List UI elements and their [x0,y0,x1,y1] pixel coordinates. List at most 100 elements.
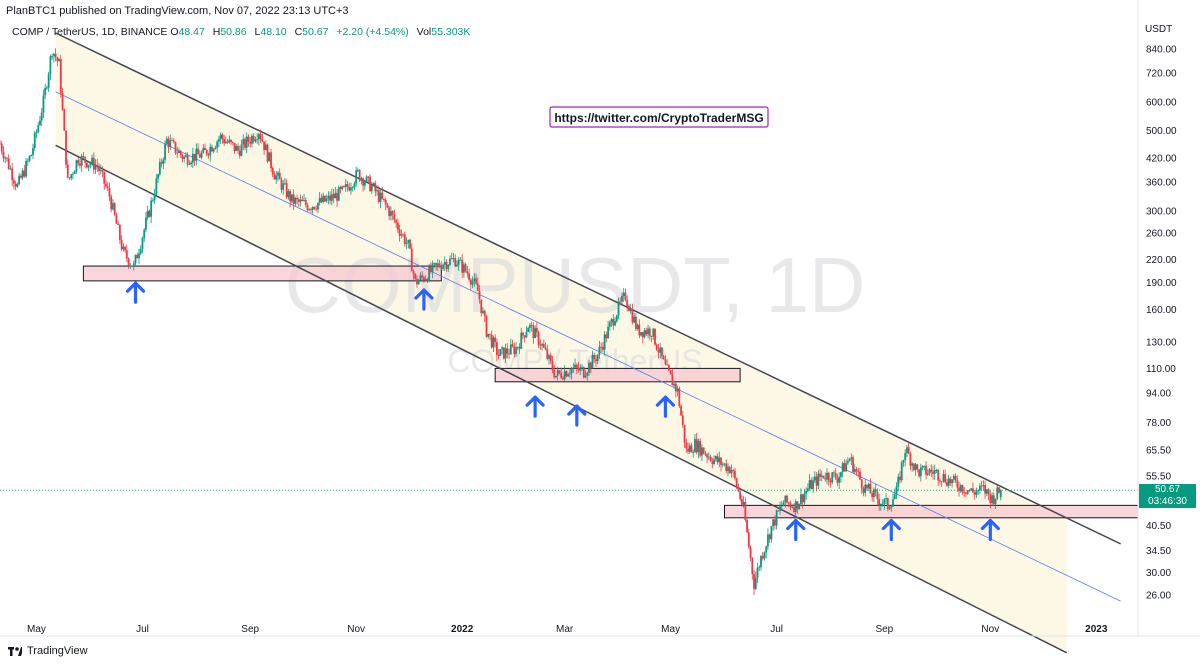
up-arrow-icon[interactable] [567,404,587,427]
up-arrow-icon[interactable] [525,395,545,418]
time-tick-label[interactable]: May [27,624,46,635]
candle-body [939,480,941,482]
candle-body [18,175,21,185]
time-tick-label[interactable]: Sep [875,624,893,635]
price-tick-label[interactable]: 420.00 [1146,153,1177,164]
candle-body [183,156,186,159]
candle-body [160,162,163,164]
price-tick-label[interactable]: 300.00 [1146,206,1177,217]
price-tick-label[interactable]: 130.00 [1146,338,1177,349]
candle-body [402,234,404,236]
price-tick-label[interactable]: 94.00 [1146,389,1171,400]
price-tick-label[interactable]: 500.00 [1146,126,1177,137]
candle-body [193,153,196,161]
support-zone-1[interactable] [82,265,442,282]
time-tick-label[interactable]: Nov [981,624,999,635]
price-tick-label[interactable]: 40.50 [1146,521,1171,532]
candle-body [148,210,151,217]
support-zones[interactable] [82,265,1139,519]
candle-body [568,373,571,375]
candle-body [489,333,491,335]
symbol-name[interactable]: COMP / TetherUS, 1D, BINANCE [12,26,168,38]
time-tick-label[interactable]: Jul [770,624,783,635]
candle-body [471,281,474,285]
candle-body [341,186,344,190]
support-zone-2[interactable] [494,367,741,383]
price-tick-label[interactable]: 26.00 [1146,591,1171,602]
candle-body [237,146,239,151]
price-tick-label[interactable]: 190.00 [1146,278,1177,289]
candle-body [683,424,686,443]
price-tick-label[interactable]: 720.00 [1146,69,1177,80]
price-tick-label[interactable]: 260.00 [1146,229,1177,240]
candle-body [836,478,839,483]
time-tick-label[interactable]: Jul [136,624,149,635]
price-tick-label[interactable]: 65.50 [1146,445,1171,456]
time-tick-label[interactable]: 2023 [1085,624,1108,635]
candle-body [348,187,351,191]
price-tick-label[interactable]: 600.00 [1146,97,1177,108]
up-arrow-icon[interactable] [980,518,1000,542]
candle-body [124,246,126,251]
median-line-line[interactable] [55,91,1121,602]
candle-body [73,171,76,174]
watermark-symbol-text: COMPUSDT, 1D [285,241,866,329]
tradingview-footer[interactable]: TradingView [8,645,88,657]
time-tick-label[interactable]: Mar [556,624,574,635]
candle-body [473,278,476,282]
up-arrow-icon[interactable] [655,395,676,418]
time-tick-label[interactable]: Nov [347,624,365,635]
price-tick-label[interactable]: 30.00 [1146,568,1171,579]
price-tick-label[interactable]: 220.00 [1146,255,1177,266]
twitter-link-text[interactable]: https://twitter.com/CryptoTraderMSG [554,111,763,125]
candle-body [885,498,887,500]
candle-body [846,461,849,464]
candle-body [113,203,116,215]
price-tick-label[interactable]: 840.00 [1146,45,1177,56]
candle-body [21,170,24,178]
candle-body [33,132,36,148]
price-tick-label[interactable]: 110.00 [1146,364,1176,375]
time-tick-label[interactable]: Sep [241,624,259,635]
candle-body [377,190,380,203]
candle-body [893,494,896,500]
open-value: 48.47 [178,26,205,38]
price-tick-label[interactable]: 34.50 [1146,546,1171,557]
candle-body [520,332,523,349]
up-arrow-icon[interactable] [786,518,806,542]
upper-channel-line[interactable] [55,32,1121,545]
candle-body [256,139,259,141]
candle-body [638,324,641,336]
candle-body [63,109,66,131]
time-tick-label[interactable]: 2022 [451,624,474,635]
symbol-legend[interactable]: COMP / TetherUS, 1D, BINANCE O48.47 H50.… [12,26,475,38]
price-tick-label[interactable]: 360.00 [1146,178,1177,189]
candle-body [549,355,552,361]
candle-body [16,184,19,187]
lower-channel-line[interactable] [55,144,1068,654]
candle-body [560,372,563,378]
up-arrow-icon[interactable] [414,288,434,311]
candle-body [833,472,835,474]
price-tick-label[interactable]: 78.00 [1146,418,1171,429]
twitter-link-annotation[interactable]: https://twitter.com/CryptoTraderMSG [549,106,769,128]
price-axis[interactable]: USDT 840.00 720.00 600.00 500.00 420.00 360.00… [1137,0,1177,636]
candle-body [709,456,712,461]
candle-body [657,349,660,353]
up-arrow-icon[interactable] [881,518,901,542]
support-arrows[interactable] [125,281,1000,542]
candle-body [9,168,12,170]
volume-label: Vol [416,26,432,38]
tradingview-brand[interactable]: TradingView [27,645,88,657]
price-tick-label[interactable]: 160.00 [1146,305,1177,316]
time-axis[interactable]: May Jul Sep Nov 2022 Mar May Jul Sep Nov 2023 [0,624,1200,637]
up-arrow-icon[interactable] [125,281,146,304]
candle-body [820,475,823,477]
trendlines[interactable] [55,32,1121,654]
candle-body [744,502,747,520]
price-tick-label[interactable]: 55.50 [1146,471,1171,482]
candle-body [525,331,528,338]
time-tick-label[interactable]: May [661,624,680,635]
candle-body [92,157,95,170]
